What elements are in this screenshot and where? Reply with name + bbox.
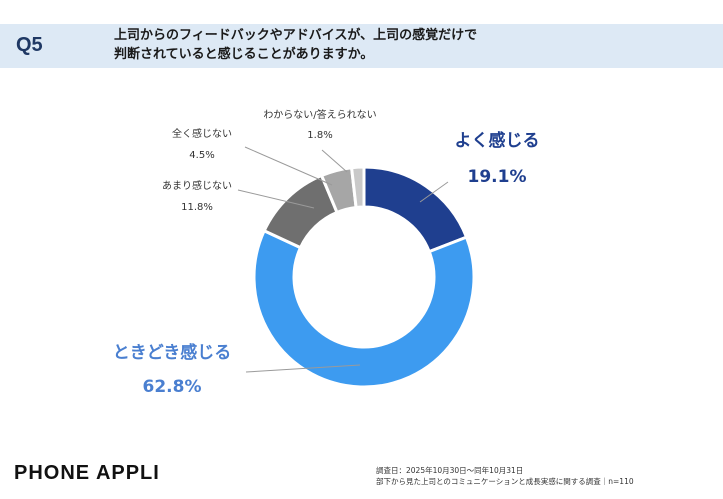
donut-slice-2 — [252, 228, 476, 389]
question-number: Q5 — [16, 34, 43, 56]
survey-title: 部下から見た上司とのコミュニケーションと成長実感に関する調査｜n=110 — [376, 477, 634, 486]
value-label-1: 19.1% — [468, 167, 527, 187]
question-line-1: 上司からのフィードバックやアドバイスが、上司の感覚だけで — [114, 28, 478, 43]
value-label-5: 1.8% — [307, 130, 332, 141]
leader-line-5 — [321, 149, 348, 173]
category-label-4: 全く感じない — [172, 127, 232, 140]
value-label-4: 4.5% — [189, 150, 214, 161]
survey-footnote: 調査日：2025年10月30日〜同年10月31日 部下から見た上司とのコミュニケ… — [376, 465, 634, 487]
survey-period: 調査日：2025年10月30日〜同年10月31日 — [376, 466, 524, 475]
leader-line-1 — [419, 181, 449, 203]
question-banner — [0, 24, 723, 68]
question-text: 上司からのフィードバックやアドバイスが、上司の感覚だけで 判断されていると感じる… — [114, 26, 714, 64]
value-label-2: 62.8% — [143, 377, 202, 397]
value-label-3: 11.8% — [181, 202, 213, 213]
leader-line-4 — [244, 146, 333, 186]
donut-slice-5 — [349, 165, 366, 210]
category-label-1: よく感じる — [455, 130, 540, 151]
leader-line-3 — [237, 189, 315, 209]
category-label-5: わからない/答えられない — [263, 108, 376, 121]
donut-slice-1 — [362, 165, 469, 254]
brand-logo: PHONE APPLI — [14, 462, 160, 484]
category-label-3: あまり感じない — [162, 179, 232, 192]
leader-line-2 — [245, 364, 361, 373]
donut-chart: よく感じる 19.1% ときどき感じる 62.8% あまり感じない 11.8% 全く感じない… — [113, 108, 540, 397]
category-label-2: ときどき感じる — [113, 342, 232, 363]
question-line-2: 判断されていると感じることがありますか。 — [114, 47, 374, 62]
